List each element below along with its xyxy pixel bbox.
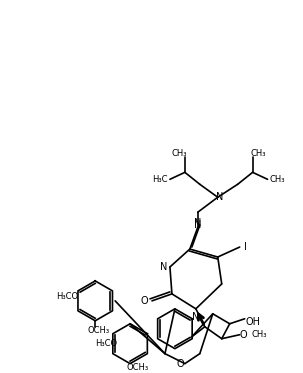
Text: N: N [160, 262, 168, 272]
Text: H₃C: H₃C [152, 175, 168, 184]
Text: CH₃: CH₃ [251, 149, 266, 158]
Text: CH₃: CH₃ [171, 149, 187, 158]
Text: CH₃: CH₃ [252, 330, 267, 339]
Text: O: O [140, 296, 148, 306]
Text: N: N [194, 218, 201, 228]
Text: H₃CO: H₃CO [95, 339, 117, 348]
Text: N: N [192, 312, 199, 322]
Text: N: N [194, 220, 201, 230]
Text: N: N [216, 192, 223, 202]
Text: OH: OH [245, 317, 260, 327]
Text: O: O [176, 358, 184, 369]
Text: H₃CO: H₃CO [56, 292, 78, 301]
Text: OCH₃: OCH₃ [127, 363, 149, 372]
Text: I: I [244, 242, 247, 252]
Text: CH₃: CH₃ [270, 175, 285, 184]
Text: O: O [240, 330, 248, 340]
Text: OCH₃: OCH₃ [87, 326, 109, 335]
